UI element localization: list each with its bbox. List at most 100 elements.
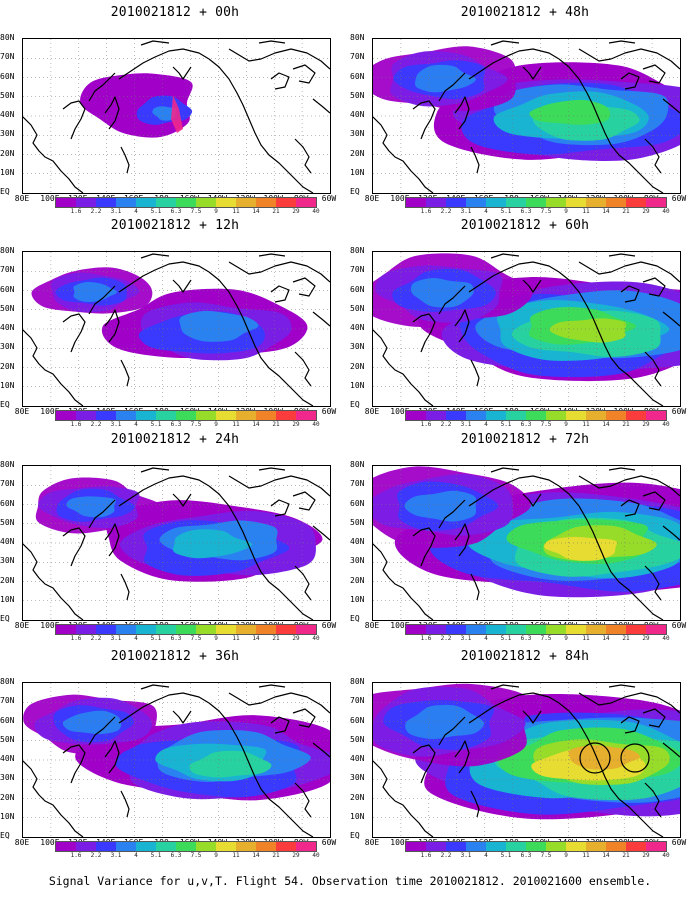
colorbar-swatch: [156, 842, 176, 851]
coastline: [490, 684, 520, 690]
coastline: [208, 58, 314, 193]
colorbar-swatch: [426, 842, 446, 851]
latitude-label: 40N: [350, 754, 365, 763]
colorbar-swatch: [216, 625, 236, 634]
colorbar-label: 29: [292, 208, 300, 215]
colorbar-swatch: [506, 198, 526, 207]
colorbar-swatch: [156, 625, 176, 634]
longitude-label: 100E: [390, 407, 410, 416]
latitude-label: 40N: [0, 110, 15, 119]
colorbar-swatch: [446, 842, 466, 851]
latitude-label: 60N: [350, 71, 365, 81]
coastline: [412, 313, 436, 353]
latitude-label: 70N: [0, 479, 15, 489]
coastline: [608, 684, 636, 688]
colorbar-label: 4: [484, 635, 488, 642]
latitude-label: 50N: [350, 90, 365, 100]
colorbar-swatch: [526, 198, 546, 207]
colorbar-swatch: [276, 411, 296, 420]
colorbar-label: 29: [292, 852, 300, 859]
coastline: [88, 499, 116, 529]
latitude-label: 80N: [350, 460, 365, 469]
colorbar-label: 21: [272, 635, 280, 642]
coastline: [644, 351, 662, 387]
colorbar-label: 5.1: [150, 208, 162, 215]
longitude-label: 60W: [671, 621, 687, 630]
colorbar-swatch: [446, 625, 466, 634]
latitude-label: 10N: [350, 811, 365, 821]
coastline: [373, 329, 434, 406]
colorbar-swatch: [626, 842, 646, 851]
colorbar-label: 11: [582, 208, 590, 215]
colorbar-label: 7.5: [540, 852, 552, 859]
colorbar-swatch: [586, 842, 606, 851]
coastline: [642, 277, 666, 297]
colorbar-swatch: [176, 198, 196, 207]
colorbar-label: 21: [622, 421, 630, 428]
colorbar-swatch: [216, 198, 236, 207]
colorbar-label: 40: [312, 635, 320, 642]
longitude-label: 100E: [40, 194, 60, 203]
coastline: [578, 692, 680, 714]
colorbar-swatch: [136, 842, 156, 851]
colorbar-label: 11: [232, 208, 240, 215]
coastline: [228, 475, 330, 497]
colorbar-swatch: [96, 625, 116, 634]
colorbar-swatch: [566, 198, 586, 207]
latitude-label: 80N: [0, 460, 15, 469]
coastline: [454, 309, 470, 343]
coastline: [118, 475, 210, 507]
forecast-panel: 2010021812 + 72h 80N 70N 60N 50N 40N 30N 20N 10N…: [350, 427, 700, 647]
colorbar-swatch: [276, 625, 296, 634]
colorbar-swatch: [56, 842, 76, 851]
coastline: [120, 790, 130, 818]
colorbar-swatch: [256, 411, 276, 420]
colorbar: [405, 841, 667, 852]
colorbar-label: 40: [312, 852, 320, 859]
contour-fill: [171, 95, 183, 133]
coastline: [23, 116, 84, 193]
coastline: [373, 116, 434, 193]
colorbar-swatch: [116, 842, 136, 851]
colorbar-swatch: [196, 842, 216, 851]
coastline: [258, 684, 286, 688]
contour-fill: [410, 277, 474, 308]
coastline: [312, 311, 330, 327]
colorbar-label: 7.5: [190, 635, 202, 642]
map-plot: [22, 465, 331, 621]
coastline: [104, 740, 120, 774]
colorbar-label: 14: [602, 635, 610, 642]
colorbar-label: 9: [214, 635, 218, 642]
latitude-label: 20N: [0, 148, 15, 158]
colorbar-swatch: [606, 411, 626, 420]
colorbar-label: 2.2: [440, 208, 452, 215]
contour-fill: [405, 704, 485, 740]
longitude-label: 60W: [321, 621, 337, 630]
latitude-label: 80N: [0, 33, 15, 42]
latitude-label: 30N: [350, 342, 365, 352]
coastline: [454, 523, 470, 557]
coastline: [292, 708, 316, 728]
colorbar-label: 2.2: [90, 208, 102, 215]
colorbar-label: 29: [642, 421, 650, 428]
latitude-label: 30N: [0, 773, 15, 783]
colorbar-swatch: [256, 625, 276, 634]
colorbar-label: 6.3: [520, 421, 532, 428]
colorbar-swatch: [76, 842, 96, 851]
colorbar-swatch: [526, 625, 546, 634]
longitude-label: 80E: [14, 621, 30, 630]
coastline: [294, 782, 312, 818]
latitude-label: EQ: [350, 187, 360, 196]
colorbar-swatch: [406, 411, 426, 420]
colorbar-swatch: [136, 411, 156, 420]
longitude-label: 100E: [40, 621, 60, 630]
latitude-label: 10N: [0, 811, 15, 821]
latitude-label: 70N: [350, 52, 365, 62]
coastline: [490, 40, 520, 46]
longitude-label: 100E: [390, 621, 410, 630]
colorbar-label: 6.3: [520, 208, 532, 215]
colorbar-swatch: [96, 842, 116, 851]
latitude-label: EQ: [0, 400, 10, 409]
colorbar-label: 14: [602, 208, 610, 215]
colorbar-swatch: [626, 625, 646, 634]
